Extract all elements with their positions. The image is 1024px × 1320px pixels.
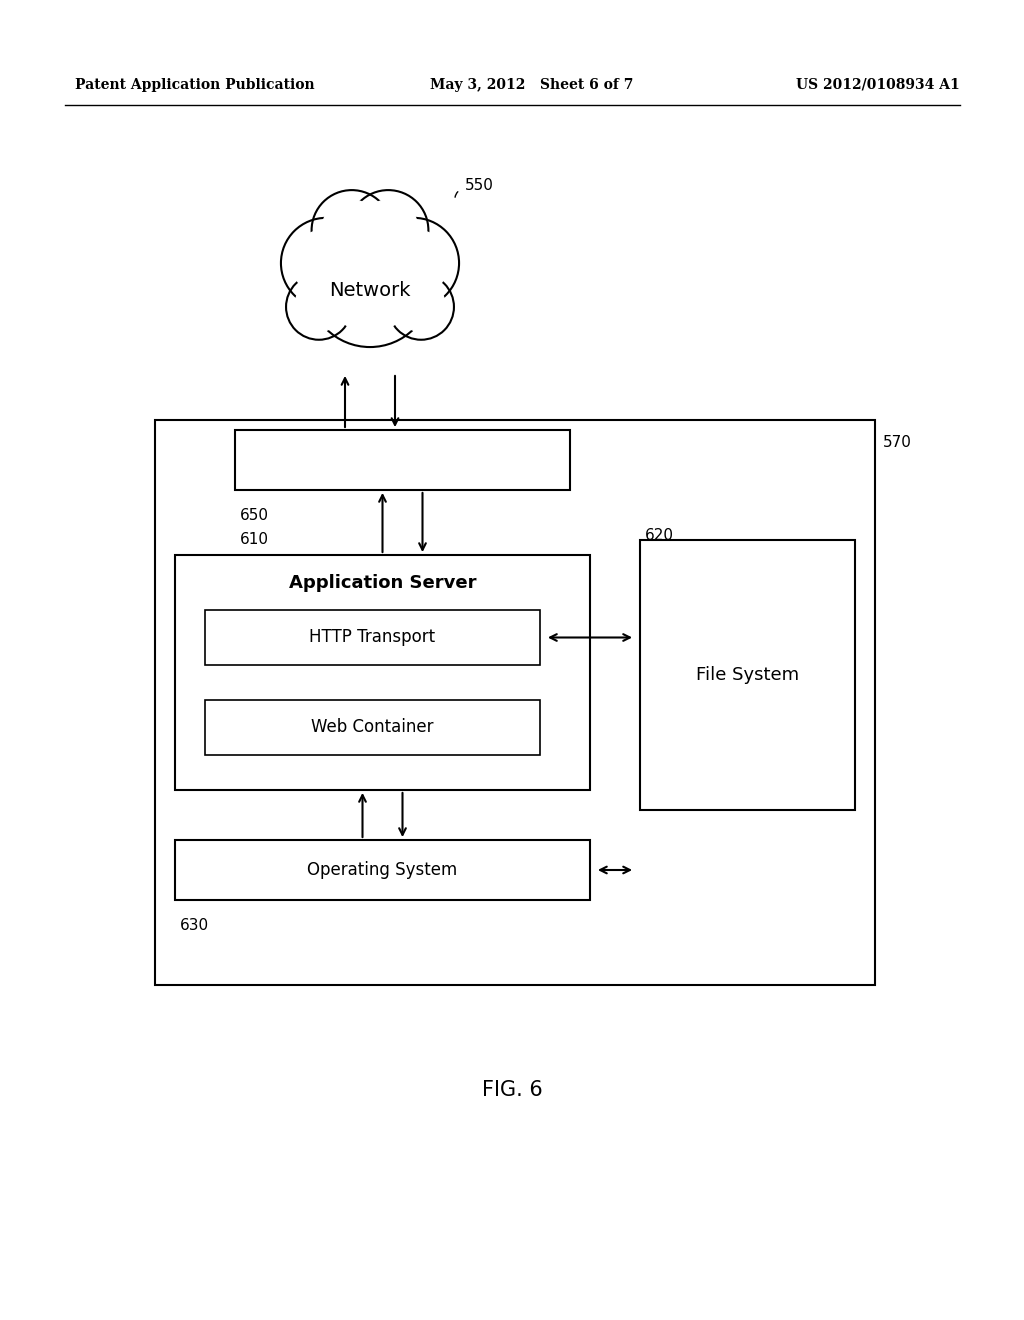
Text: 570: 570	[883, 436, 912, 450]
Bar	[205, 610, 540, 665]
Circle shape	[322, 201, 382, 260]
Bar	[640, 540, 855, 810]
Bar	[234, 430, 570, 490]
Text: Operating System: Operating System	[307, 861, 458, 879]
Circle shape	[348, 190, 428, 271]
Circle shape	[324, 239, 417, 331]
Text: US 2012/0108934 A1: US 2012/0108934 A1	[797, 78, 961, 92]
Text: HTTP Transport: HTTP Transport	[309, 628, 435, 647]
Text: May 3, 2012   Sheet 6 of 7: May 3, 2012 Sheet 6 of 7	[430, 78, 634, 92]
Circle shape	[281, 218, 372, 309]
Text: 620: 620	[645, 528, 674, 543]
Circle shape	[311, 190, 392, 271]
Bar	[155, 420, 874, 985]
Circle shape	[396, 282, 445, 331]
Text: 650: 650	[240, 508, 269, 523]
Circle shape	[286, 275, 352, 339]
Circle shape	[380, 230, 447, 297]
Text: 630: 630	[180, 917, 209, 933]
Text: File System: File System	[696, 667, 799, 684]
Bar	[175, 554, 590, 789]
Circle shape	[292, 230, 360, 297]
Bar	[205, 700, 540, 755]
Text: Web Container: Web Container	[311, 718, 434, 737]
Text: 610: 610	[240, 532, 269, 546]
Text: Patent Application Publication: Patent Application Publication	[75, 78, 314, 92]
Circle shape	[308, 223, 432, 347]
Circle shape	[358, 201, 419, 260]
Circle shape	[369, 218, 459, 309]
Text: 550: 550	[465, 177, 494, 193]
Text: FIG. 6: FIG. 6	[481, 1080, 543, 1100]
Text: Application Server: Application Server	[289, 574, 476, 591]
Bar	[175, 840, 590, 900]
Text: Network: Network	[330, 281, 411, 300]
Circle shape	[294, 282, 343, 331]
Circle shape	[388, 275, 454, 339]
